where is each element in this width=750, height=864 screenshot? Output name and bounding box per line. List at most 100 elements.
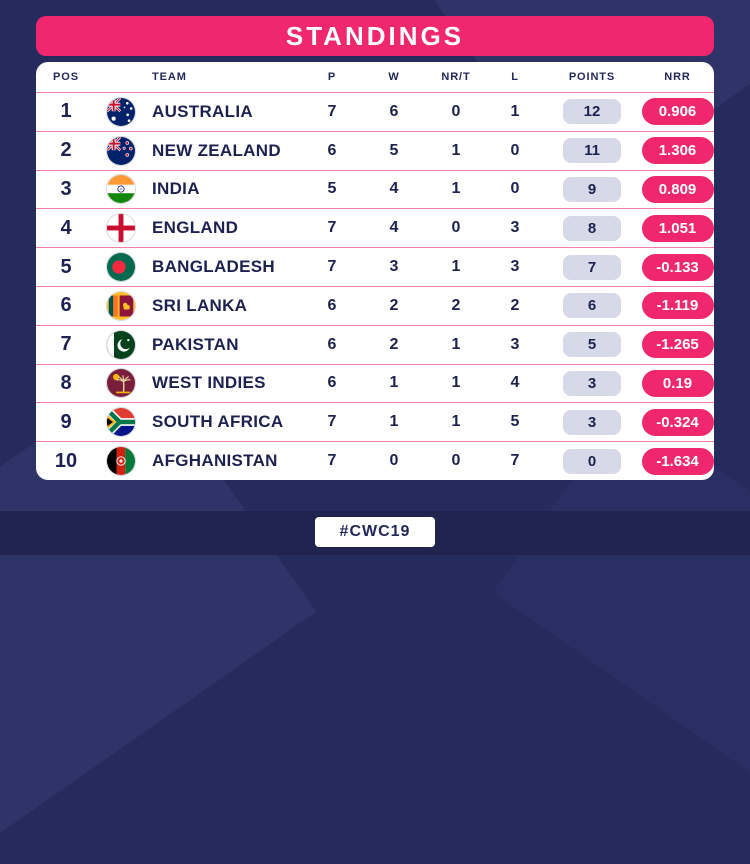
- wins-value: 3: [389, 258, 399, 276]
- nrr-badge: 0.906: [641, 98, 714, 126]
- losses-value: 0: [510, 141, 520, 159]
- nrr-badge: -1.265: [641, 331, 714, 359]
- points-cell: 3: [543, 370, 641, 396]
- nrr-cell: -0.133: [641, 253, 714, 281]
- team-cell: NEW ZEALAND: [96, 135, 301, 166]
- nrr-cell: -1.265: [641, 331, 714, 359]
- team-flag-icon-west-indies: [106, 368, 136, 399]
- team-flag-icon-sri-lanka: [106, 290, 136, 321]
- losses-value: 3: [510, 335, 520, 353]
- wins-value: 4: [389, 219, 399, 237]
- hashtag-text: #CWC19: [339, 523, 411, 540]
- column-header-points: POINTS: [568, 71, 616, 83]
- points-badge: 0: [563, 448, 621, 474]
- team-name: AUSTRALIA: [152, 101, 253, 121]
- played-value: 7: [327, 452, 337, 470]
- position: 10: [54, 449, 78, 472]
- column-header-pos: POS: [53, 71, 79, 83]
- team-flag-icon-pakistan: [106, 329, 136, 360]
- team-name: NEW ZEALAND: [152, 140, 281, 160]
- position: 7: [60, 333, 72, 356]
- column-header-nr-t: NR/T: [441, 71, 471, 83]
- points-cell: 7: [543, 254, 641, 280]
- nr-t-value: 1: [451, 413, 461, 431]
- nrr-cell: -0.324: [641, 408, 714, 436]
- losses-value: 1: [510, 102, 520, 120]
- position: 2: [60, 139, 72, 162]
- played-value: 6: [327, 141, 337, 159]
- points-cell: 5: [543, 332, 641, 358]
- nr-t-value: 0: [451, 102, 461, 120]
- team-name: PAKISTAN: [152, 334, 239, 354]
- table-row: 9 SOUTH AFRICA 7 1 1 5 3 -0.324: [36, 403, 714, 443]
- wins-value: 6: [389, 102, 399, 120]
- points-badge: 8: [563, 215, 621, 241]
- position: 4: [60, 216, 72, 239]
- points-badge: 11: [563, 138, 621, 164]
- nrr-badge: 0.809: [641, 175, 714, 203]
- team-name: AFGHANISTAN: [152, 451, 278, 471]
- column-header-nrr: NRR: [664, 71, 691, 83]
- table-row: 3 INDIA 5 4 1 0 9 0.809: [36, 171, 714, 210]
- points-badge: 3: [563, 409, 621, 435]
- nrr-badge: -0.324: [641, 408, 714, 436]
- position: 8: [60, 371, 72, 394]
- team-flag-icon-bangladesh: [106, 252, 136, 283]
- position: 5: [60, 255, 72, 278]
- points-badge: 3: [563, 370, 621, 396]
- nr-t-value: 2: [451, 296, 461, 314]
- nrr-badge: 1.306: [641, 137, 714, 165]
- losses-value: 4: [510, 374, 520, 392]
- table-row: 1 AUSTRALIA 7 6 0 1 12 0.906: [36, 93, 714, 132]
- points-cell: 6: [543, 293, 641, 319]
- nrr-cell: 0.19: [641, 369, 714, 397]
- played-value: 7: [327, 413, 337, 431]
- table-row: 6 SRI LANKA 6 2 2 2 6 -1.119: [36, 287, 714, 326]
- losses-value: 3: [510, 219, 520, 237]
- points-cell: 9: [543, 176, 641, 202]
- nrr-badge: 0.19: [641, 369, 714, 397]
- team-flag-icon-afghanistan: [106, 446, 136, 477]
- points-badge: 7: [563, 254, 621, 280]
- losses-value: 7: [510, 452, 520, 470]
- team-name: BANGLADESH: [152, 257, 275, 277]
- hashtag-badge: #CWC19: [315, 517, 435, 547]
- table-header: POS TEAM P W NR/T L POINTS NRR: [36, 62, 714, 93]
- standings-banner: STANDINGS: [36, 16, 714, 56]
- team-cell: SRI LANKA: [96, 290, 301, 321]
- table-row: 2 NEW ZEALAND 6 5 1 0 11 1.306: [36, 132, 714, 171]
- nrr-badge: -1.119: [641, 292, 714, 320]
- nr-t-value: 0: [451, 452, 461, 470]
- nrr-badge: -1.634: [641, 447, 714, 475]
- wins-value: 0: [389, 452, 399, 470]
- table-body: 1 AUSTRALIA 7 6 0 1 12 0.906 2 NEW ZEALA…: [36, 93, 714, 480]
- position: 9: [60, 410, 72, 433]
- table-row: 10 AFGHANISTAN 7 0 0 7 0 -1.634: [36, 442, 714, 480]
- team-cell: SOUTH AFRICA: [96, 407, 301, 438]
- team-name: ENGLAND: [152, 218, 239, 238]
- team-name: WEST INDIES: [152, 373, 266, 393]
- nrr-cell: -1.119: [641, 292, 714, 320]
- points-badge: 12: [563, 99, 621, 125]
- nr-t-value: 1: [451, 141, 461, 159]
- wins-value: 2: [389, 335, 399, 353]
- points-badge: 9: [563, 176, 621, 202]
- points-badge: 6: [563, 293, 621, 319]
- nrr-cell: -1.634: [641, 447, 714, 475]
- losses-value: 3: [510, 258, 520, 276]
- losses-value: 2: [510, 296, 520, 314]
- nrr-cell: 1.306: [641, 137, 714, 165]
- column-header-played: P: [327, 71, 337, 83]
- team-flag-icon-england: [106, 213, 136, 244]
- wins-value: 5: [389, 141, 399, 159]
- nrr-badge: 1.051: [641, 214, 714, 242]
- team-name: SOUTH AFRICA: [152, 412, 284, 432]
- points-cell: 12: [543, 99, 641, 125]
- losses-value: 5: [510, 413, 520, 431]
- team-name: SRI LANKA: [152, 295, 248, 315]
- standings-card: POS TEAM P W NR/T L POINTS NRR 1 AUSTRAL…: [36, 62, 714, 480]
- team-cell: WEST INDIES: [96, 368, 301, 399]
- losses-value: 0: [510, 180, 520, 198]
- played-value: 6: [327, 335, 337, 353]
- team-flag-icon-india: [106, 174, 136, 205]
